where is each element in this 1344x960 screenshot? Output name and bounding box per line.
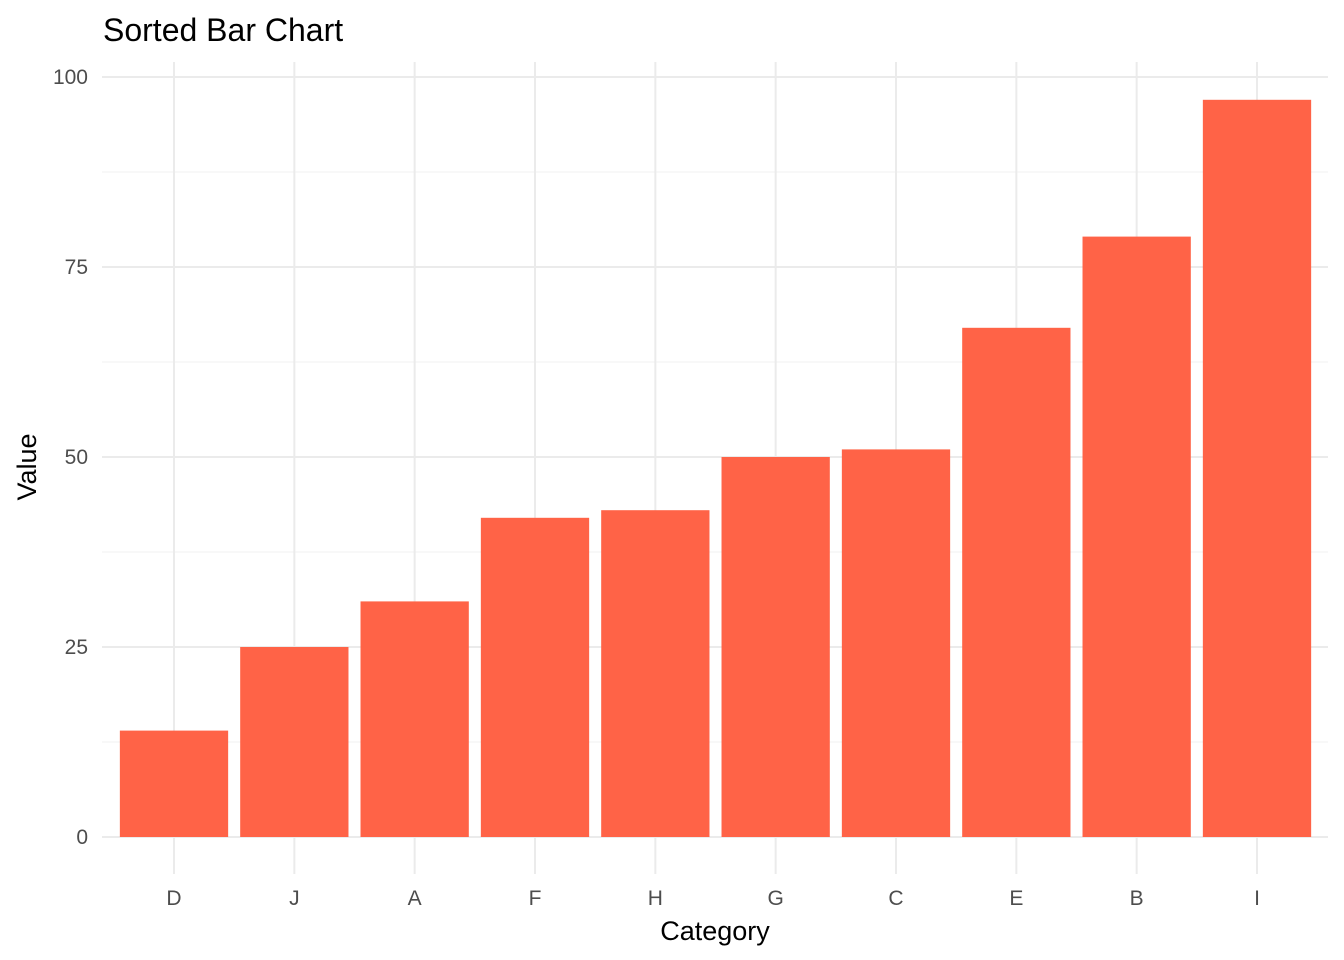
y-tick-label: 25 — [65, 636, 88, 659]
chart-title: Sorted Bar Chart — [103, 12, 343, 48]
x-tick-label: I — [1254, 887, 1260, 910]
bar-D — [119, 730, 229, 837]
x-tick-label: A — [408, 887, 422, 910]
bar-F — [480, 517, 590, 837]
bar-A — [360, 601, 469, 837]
x-axis-title: Category — [660, 916, 770, 946]
x-tick-label: B — [1130, 887, 1144, 910]
bar-I — [1202, 99, 1312, 838]
y-axis-title: Value — [12, 433, 42, 500]
x-tick-label: J — [289, 887, 300, 910]
y-tick-label: 0 — [76, 826, 88, 849]
bars — [119, 99, 1312, 838]
bar-E — [962, 327, 1071, 837]
x-tick-label: D — [166, 887, 181, 910]
bar-G — [721, 457, 830, 837]
bar-C — [841, 449, 951, 837]
x-tick-label: C — [888, 887, 903, 910]
bar-J — [240, 647, 349, 837]
bar-H — [601, 510, 710, 837]
x-tick-label: F — [529, 887, 542, 910]
bar-B — [1082, 236, 1191, 838]
x-tick-label: H — [648, 887, 663, 910]
y-tick-label: 50 — [65, 446, 88, 469]
x-tick-label: G — [767, 887, 783, 910]
y-tick-label: 100 — [53, 66, 88, 89]
x-tick-label: E — [1009, 887, 1023, 910]
y-tick-label: 75 — [65, 256, 88, 279]
y-axis-ticks: 0 25 50 75 100 — [53, 66, 88, 849]
